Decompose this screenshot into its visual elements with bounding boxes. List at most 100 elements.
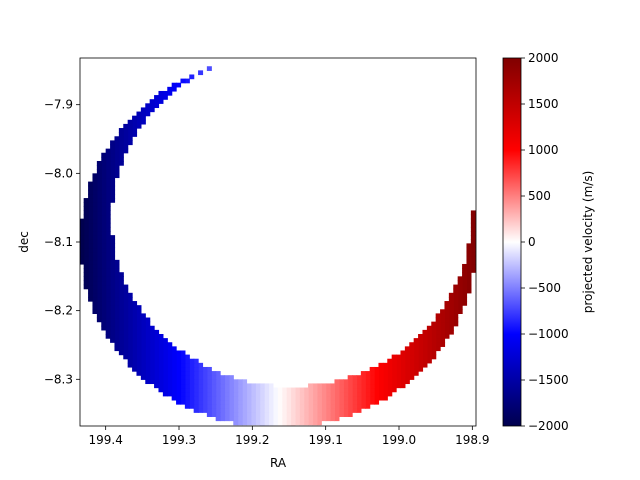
velocity-cell bbox=[92, 202, 98, 207]
velocity-cell bbox=[180, 383, 186, 389]
velocity-cell bbox=[378, 366, 384, 372]
velocity-cell bbox=[88, 202, 94, 207]
velocity-cell bbox=[158, 99, 164, 104]
velocity-cell bbox=[369, 391, 375, 397]
velocity-cell bbox=[312, 399, 318, 405]
velocity-cell bbox=[299, 416, 305, 422]
velocity-cell bbox=[308, 412, 314, 417]
velocity-cell bbox=[83, 284, 89, 290]
velocity-cell bbox=[154, 362, 160, 368]
colorbar-tick-label: −2000 bbox=[528, 419, 569, 433]
y-axis-label: dec bbox=[17, 231, 31, 253]
velocity-cell bbox=[114, 296, 120, 302]
velocity-cell bbox=[259, 404, 265, 409]
velocity-cell bbox=[92, 181, 98, 187]
colorbar-label: projected velocity (m/s) bbox=[581, 171, 595, 314]
velocity-cell bbox=[404, 354, 410, 360]
velocity-cell bbox=[123, 334, 129, 339]
velocity-cell bbox=[250, 408, 256, 413]
velocity-cell bbox=[193, 366, 199, 372]
velocity-cell bbox=[140, 362, 146, 368]
velocity-cell bbox=[281, 395, 287, 401]
velocity-cell bbox=[308, 420, 314, 426]
velocity-cell bbox=[211, 404, 217, 409]
velocity-cell bbox=[171, 383, 177, 389]
velocity-cell bbox=[118, 329, 124, 335]
velocity-cell bbox=[92, 231, 98, 236]
velocity-cell bbox=[264, 408, 270, 413]
velocity-cell bbox=[176, 371, 182, 376]
velocity-cell bbox=[356, 375, 362, 380]
velocity-cell bbox=[378, 383, 384, 389]
velocity-cell bbox=[105, 272, 111, 277]
velocity-cell bbox=[96, 210, 102, 216]
velocity-cell bbox=[409, 366, 415, 372]
y-tick-label: −8.3 bbox=[44, 372, 73, 386]
velocity-cell bbox=[101, 259, 107, 265]
velocity-cell bbox=[110, 296, 116, 302]
velocity-cell bbox=[360, 395, 366, 401]
velocity-cell bbox=[202, 408, 208, 413]
velocity-cell bbox=[448, 329, 454, 335]
velocity-cell bbox=[321, 387, 327, 393]
velocity-cell bbox=[123, 354, 129, 360]
velocity-cell bbox=[176, 387, 182, 393]
velocity-cell bbox=[294, 404, 300, 409]
velocity-cell bbox=[145, 366, 151, 372]
velocity-cell bbox=[96, 181, 102, 187]
velocity-cell bbox=[290, 395, 296, 401]
velocity-cell bbox=[92, 268, 98, 273]
velocity-cell bbox=[277, 399, 283, 405]
velocity-cell bbox=[365, 379, 371, 385]
velocity-cell bbox=[202, 371, 208, 376]
velocity-cell bbox=[220, 391, 226, 397]
velocity-cell bbox=[101, 272, 107, 277]
velocity-cell bbox=[462, 263, 468, 269]
velocity-cell bbox=[123, 288, 129, 294]
velocity-cell bbox=[193, 408, 199, 413]
velocity-cell bbox=[176, 383, 182, 389]
velocity-cell bbox=[158, 371, 164, 376]
velocity-cell bbox=[110, 334, 116, 339]
velocity-cell bbox=[347, 383, 353, 389]
velocity-cell bbox=[105, 296, 111, 302]
velocity-cell bbox=[80, 218, 85, 224]
velocity-cell bbox=[145, 111, 151, 117]
velocity-cell bbox=[127, 362, 133, 368]
velocity-cell bbox=[132, 119, 138, 125]
velocity-cell bbox=[132, 301, 138, 306]
velocity-cell bbox=[426, 358, 432, 364]
velocity-cell bbox=[334, 399, 340, 405]
velocity-cell bbox=[132, 321, 138, 327]
velocity-cell bbox=[321, 404, 327, 409]
velocity-cell bbox=[140, 325, 146, 331]
velocity-cell bbox=[466, 263, 472, 269]
velocity-cell bbox=[110, 276, 116, 282]
velocity-cell bbox=[180, 387, 186, 393]
velocity-cell bbox=[435, 329, 441, 335]
velocity-cell bbox=[136, 350, 142, 356]
velocity-cell bbox=[105, 160, 111, 166]
velocity-cell bbox=[242, 416, 248, 422]
velocity-cell bbox=[96, 214, 102, 220]
velocity-cell bbox=[105, 214, 111, 220]
velocity-cell bbox=[101, 243, 107, 249]
velocity-cell bbox=[96, 177, 102, 183]
velocity-cell bbox=[422, 358, 428, 364]
velocity-cell bbox=[101, 235, 107, 240]
velocity-cell bbox=[105, 173, 111, 179]
velocity-cell bbox=[88, 263, 94, 269]
velocity-cell bbox=[290, 408, 296, 413]
velocity-cell bbox=[140, 107, 146, 113]
velocity-cell bbox=[426, 329, 432, 335]
velocity-cell bbox=[211, 399, 217, 405]
velocity-cell bbox=[193, 362, 199, 368]
velocity-cell bbox=[440, 317, 446, 323]
velocity-cell bbox=[114, 259, 120, 265]
velocity-cell bbox=[325, 391, 331, 397]
velocity-cell bbox=[466, 243, 472, 249]
velocity-cell bbox=[246, 387, 252, 393]
velocity-cell bbox=[286, 395, 292, 401]
velocity-cell bbox=[321, 412, 327, 417]
velocity-cell bbox=[453, 288, 459, 294]
